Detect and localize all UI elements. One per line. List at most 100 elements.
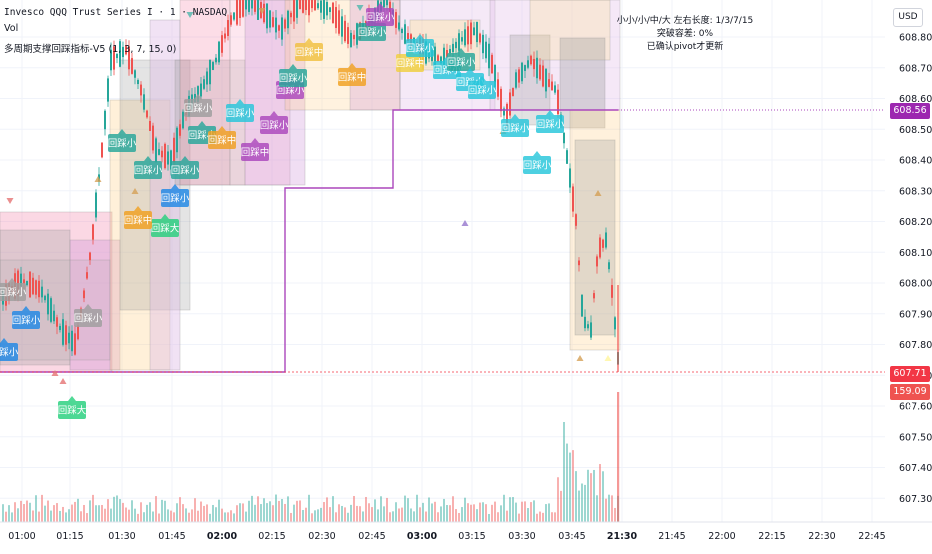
candle-body <box>299 0 301 10</box>
volume-bar <box>497 512 499 522</box>
candle-body <box>83 290 85 299</box>
volume-bar <box>389 512 391 522</box>
volume-bar <box>416 494 418 522</box>
volume-bar <box>296 500 298 522</box>
candle-body <box>182 111 184 129</box>
volume-bar <box>191 509 193 522</box>
pullback-label-text: 回踩大 <box>58 405 87 417</box>
y-tick-label: 608.00 <box>899 279 932 290</box>
candle-body <box>53 310 55 322</box>
volume-bar <box>197 510 199 522</box>
support-zone <box>559 37 606 129</box>
volume-bar <box>32 510 34 522</box>
candle-body <box>104 110 106 130</box>
volume-bar <box>422 502 424 522</box>
label-pointer <box>144 156 152 161</box>
volume-bar <box>365 496 367 522</box>
label-pointer <box>251 138 259 143</box>
candle-body <box>458 33 460 51</box>
volume-bar <box>545 504 547 522</box>
candle-body <box>134 70 136 78</box>
volume-bar <box>434 501 436 522</box>
candle-body <box>563 132 565 144</box>
volume-bar <box>176 503 178 522</box>
indicator-line: 多周期支撑回踩指标-V5 (1, 3, 7, 15, 0) <box>4 44 177 55</box>
volume-bar <box>77 498 79 522</box>
x-tick-label: 03:00 <box>407 531 438 542</box>
pullback-label-text: 回踩小 <box>536 120 565 131</box>
candle-body <box>464 29 466 46</box>
volume-bar <box>383 506 385 522</box>
volume-bar <box>173 512 175 522</box>
volume-bar <box>149 502 151 522</box>
symbol-legend[interactable]: Invesco QQQ Trust Series I · 1 · NASDAQ <box>4 7 227 18</box>
volume-bar <box>374 499 376 522</box>
volume-bar <box>224 512 226 522</box>
candle-body <box>221 35 223 53</box>
volume-bar <box>431 503 433 522</box>
volume-bar <box>92 494 94 522</box>
pivot-triangle <box>576 355 584 361</box>
candle-body <box>533 58 535 70</box>
candle-body <box>281 17 283 40</box>
candle-body <box>290 12 292 18</box>
label-pointer <box>118 129 126 134</box>
candle-body <box>158 149 160 155</box>
pullback-label-text: 回踩小 <box>433 66 462 77</box>
volume-bar <box>110 508 112 522</box>
volume-legend[interactable]: Vol <box>4 23 18 34</box>
support-level-tag: 608.56 <box>890 103 930 119</box>
candle-body <box>512 87 514 97</box>
label-pointer <box>161 214 169 219</box>
candle-body <box>407 33 409 41</box>
candle-body <box>212 62 214 70</box>
pullback-label-box <box>338 68 366 86</box>
candle-body <box>92 224 94 240</box>
volume-bar <box>155 496 157 522</box>
volume-bar <box>353 495 355 522</box>
volume-bar <box>71 504 73 522</box>
currency-button[interactable]: USD <box>893 8 923 27</box>
volume-bar <box>572 450 574 522</box>
volume-bar <box>578 490 580 522</box>
volume-bar <box>410 508 412 522</box>
candle-body <box>308 0 310 16</box>
candle-body <box>146 110 148 118</box>
volume-bar <box>80 511 82 522</box>
volume-bar <box>278 500 280 522</box>
price-axis: 608.80 608.70 608.60 608.50 608.40 608.30 608.… <box>899 33 932 505</box>
volume-bar <box>419 507 421 522</box>
candle-body <box>227 20 229 36</box>
label-pointer <box>376 3 384 8</box>
candle-body <box>257 0 259 20</box>
candle-body <box>548 79 550 87</box>
volume-bar <box>560 490 562 522</box>
candle-body <box>125 45 127 55</box>
pullback-label-text: 回踩小 <box>358 28 387 39</box>
label-pointer <box>198 121 206 126</box>
candle-body <box>347 27 349 44</box>
symbol-line: Invesco QQQ Trust Series I · 1 · NASDAQ <box>4 7 228 18</box>
pullback-label-box <box>536 115 564 133</box>
volume-bar <box>188 512 190 522</box>
volume-bar <box>542 512 544 522</box>
pullback-label-box <box>134 161 162 179</box>
pivot-triangle <box>258 8 266 14</box>
candle-body <box>509 92 511 116</box>
volume-bar <box>200 501 202 522</box>
candle-body <box>152 125 154 151</box>
volume-bar <box>344 507 346 522</box>
volume-bar <box>242 503 244 522</box>
pullback-label-box <box>0 343 18 361</box>
volume-bar <box>179 497 181 522</box>
indicator-info-panel: 小小/小/中/大 左右长度: 1/3/7/15 突破容差: 0% 已确认pivo… <box>600 15 770 54</box>
pullback-label-text: 回踩小 <box>74 314 103 325</box>
candle-body <box>236 0 238 25</box>
indicator-legend[interactable]: 多周期支撑回踩指标-V5 (1, 3, 7, 15, 0) <box>4 41 176 55</box>
volume-bar <box>428 497 430 522</box>
candle-body <box>32 277 34 295</box>
volume-bars <box>2 392 620 522</box>
volume-bar <box>509 497 511 522</box>
